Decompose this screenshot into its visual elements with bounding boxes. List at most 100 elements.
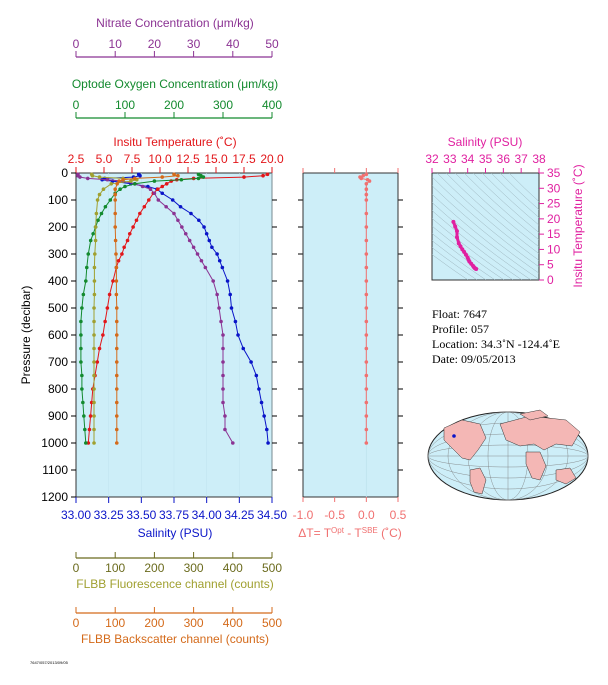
float-info: Float: 7647 Profile: 057 Location: 34.3˚… bbox=[432, 307, 560, 366]
backscatter-point bbox=[113, 225, 117, 229]
nitrate-tick-label: 30 bbox=[187, 37, 201, 51]
temperature-tick-label: 7.5 bbox=[124, 152, 141, 166]
backscatter-point bbox=[114, 306, 119, 310]
delta-point bbox=[364, 252, 369, 256]
nitrate-point bbox=[221, 400, 225, 405]
temperature-point bbox=[88, 414, 93, 418]
fluorescence-point bbox=[92, 319, 96, 324]
oxygen-point bbox=[79, 319, 83, 324]
inset-temperature-tick-label: 30 bbox=[547, 181, 561, 195]
nitrate-point bbox=[148, 187, 153, 191]
fluorescence-point bbox=[94, 211, 99, 216]
inset-temperature-tick-label: 20 bbox=[547, 212, 561, 226]
delta-point bbox=[367, 179, 372, 183]
oxygen-point bbox=[91, 231, 95, 236]
salinity-point bbox=[264, 427, 269, 432]
oxygen-tick-label: 100 bbox=[115, 98, 135, 112]
temperature-point bbox=[116, 258, 121, 263]
temperature-point bbox=[147, 198, 151, 202]
salinity-point bbox=[189, 211, 193, 216]
temperature-point bbox=[103, 319, 107, 324]
oxygen-axis: Optode Oxygen Concentration (μm/kg) 0 100… bbox=[72, 77, 282, 119]
oxygen-point bbox=[83, 427, 87, 432]
inset-temperature-tick-label: 25 bbox=[547, 197, 561, 211]
ts-inset-panel bbox=[431, 172, 540, 281]
fluorescence-point bbox=[92, 441, 96, 445]
fluorescence-point bbox=[92, 333, 96, 337]
fluorescence-tick-label: 300 bbox=[184, 561, 204, 575]
fluorescence-point bbox=[92, 387, 96, 391]
temperature-tick-label: 10.0 bbox=[148, 152, 172, 166]
salinity-point bbox=[204, 231, 209, 236]
temperature-point bbox=[142, 204, 147, 209]
footer-label: 7647/057/2013/09/05 bbox=[30, 660, 69, 665]
temperature-point bbox=[95, 360, 100, 364]
nitrate-profile-line bbox=[77, 174, 234, 444]
inset-salinity-tick-label: 34 bbox=[461, 152, 475, 166]
backscatter-point bbox=[114, 414, 119, 418]
salinity-point bbox=[228, 292, 232, 297]
nitrate-point bbox=[217, 306, 221, 310]
temperature-point bbox=[160, 184, 165, 189]
fluorescence-point bbox=[92, 414, 96, 418]
delta-point bbox=[364, 211, 369, 216]
delta-point bbox=[364, 333, 369, 337]
float-position-marker bbox=[452, 434, 456, 438]
temperature-point bbox=[97, 346, 102, 351]
pressure-tick-label: 100 bbox=[48, 193, 68, 207]
delta-axis-title: ΔT= TOpt - TSBE (˚C) bbox=[298, 526, 402, 541]
pressure-tick-label: 600 bbox=[48, 328, 68, 342]
nitrate-point bbox=[105, 177, 110, 182]
oxygen-point bbox=[80, 306, 84, 310]
oxygen-point bbox=[84, 265, 89, 270]
temperature-point bbox=[86, 441, 91, 445]
temperature-point bbox=[111, 279, 115, 283]
oxygen-tick-label: 200 bbox=[164, 98, 184, 112]
fluorescence-point bbox=[95, 198, 100, 202]
delta-point bbox=[364, 400, 369, 405]
nitrate-axis-title: Nitrate Concentration (μm/kg) bbox=[96, 16, 254, 30]
salinity-point bbox=[138, 173, 142, 178]
salinity-point bbox=[241, 346, 246, 351]
backscatter-point bbox=[160, 175, 165, 179]
backscatter-point bbox=[114, 387, 119, 391]
salinity-point bbox=[254, 373, 259, 378]
salinity-point bbox=[178, 204, 183, 209]
pressure-tick-label: 300 bbox=[48, 247, 68, 261]
oxygen-point bbox=[108, 198, 113, 202]
salinity-point bbox=[146, 184, 150, 189]
backscatter-point bbox=[114, 319, 119, 324]
nitrate-point bbox=[221, 387, 225, 391]
pressure-axis-title: Pressure (decibar) bbox=[19, 286, 33, 385]
backscatter-axis: 0 100 200 300 400 500 FLBB Backscatter channe… bbox=[73, 607, 282, 646]
backscatter-point bbox=[114, 292, 119, 297]
temperature-point bbox=[107, 292, 112, 297]
backscatter-point bbox=[114, 265, 119, 270]
delta-point bbox=[364, 198, 369, 202]
pressure-tick-label: 0 bbox=[61, 166, 68, 180]
fluorescence-point bbox=[97, 175, 102, 179]
inset-temperature-tick-label: 5 bbox=[547, 258, 554, 272]
oxygen-point bbox=[152, 179, 157, 183]
salinity-point bbox=[202, 225, 206, 229]
delta-point bbox=[364, 292, 369, 297]
temperature-point bbox=[155, 187, 160, 191]
fluorescence-point bbox=[129, 179, 133, 183]
backscatter-point bbox=[176, 173, 180, 178]
salinity-point bbox=[215, 252, 219, 256]
oxygen-point bbox=[82, 414, 86, 418]
nitrate-point bbox=[152, 191, 157, 196]
oxygen-point bbox=[81, 292, 86, 297]
nitrate-point bbox=[221, 360, 225, 364]
pressure-tick-label: 200 bbox=[48, 220, 68, 234]
backscatter-point bbox=[115, 182, 119, 186]
salinity-point bbox=[262, 414, 266, 418]
delta-point bbox=[364, 192, 369, 197]
salinity-point bbox=[220, 265, 225, 270]
inset-temperature-tick-label: 10 bbox=[547, 242, 561, 256]
location: Location: 34.3˚N -124.4˚E bbox=[432, 337, 560, 351]
salinity-tick-label: 34.25 bbox=[224, 508, 254, 522]
oxygen-point bbox=[123, 184, 127, 189]
nitrate-point bbox=[85, 176, 90, 181]
